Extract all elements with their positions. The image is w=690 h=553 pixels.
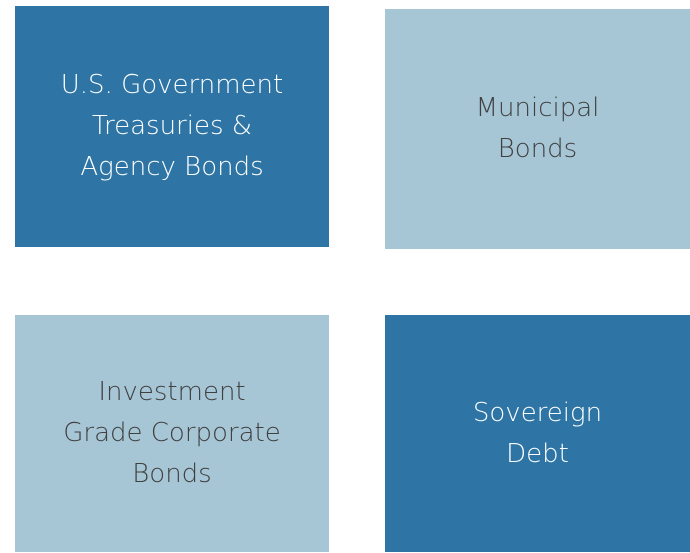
node-box: Investment Grade Corporate Bonds xyxy=(15,315,329,552)
node-label: Bonds xyxy=(497,134,578,164)
node-label: Municipal xyxy=(475,93,600,123)
node-label: Bonds xyxy=(132,459,212,489)
node-label: Agency Bonds xyxy=(80,152,264,182)
node-label: Investment xyxy=(98,377,246,407)
node-box: Municipal Bonds xyxy=(385,9,690,249)
node-box: Sovereign Debt xyxy=(385,315,690,552)
node-label: Debt xyxy=(506,438,569,469)
node-label: Treasuries & xyxy=(91,111,253,141)
node-label: Sovereign xyxy=(472,397,603,428)
node-box: U.S. Government Treasuries & Agency Bonds xyxy=(15,6,329,247)
node-label: Grade Corporate xyxy=(63,418,281,448)
node-label: U.S. Government xyxy=(60,70,284,100)
